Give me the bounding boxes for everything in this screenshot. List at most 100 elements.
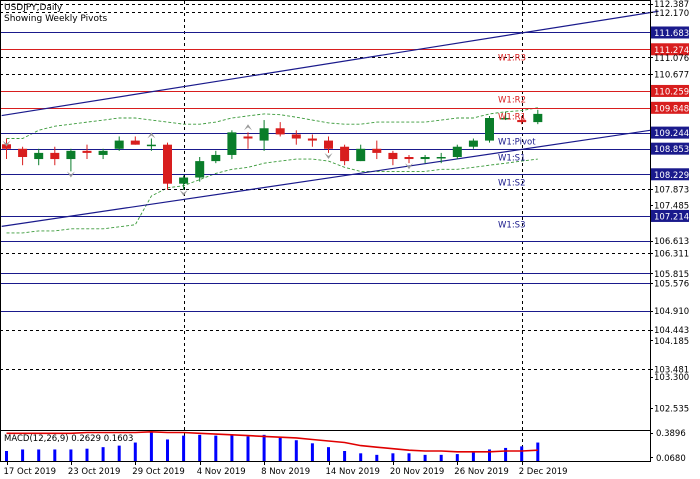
- price-tick[interactable]: 104.443: [650, 326, 689, 336]
- price-tick[interactable]: 112.170: [650, 9, 689, 19]
- candle: [130, 136, 140, 145]
- candle: [452, 144, 462, 160]
- price-tick[interactable]: 110.259: [650, 84, 689, 98]
- time-tick-label[interactable]: 8 Nov 2019: [261, 467, 310, 477]
- price-tick[interactable]: 105.815: [650, 270, 689, 280]
- chart-subtitle: Showing Weekly Pivots: [4, 14, 108, 24]
- price-tick[interactable]: 104.185: [650, 337, 689, 347]
- time-tick-label[interactable]: 29 Oct 2019: [132, 467, 185, 477]
- price-label-box: [651, 43, 689, 56]
- macd-tick-label[interactable]: 0.0680: [656, 454, 686, 464]
- price-tick[interactable]: 106.311: [650, 250, 689, 260]
- macd-histogram-bar: [166, 439, 169, 461]
- candle: [259, 120, 269, 151]
- price-label: 104.185: [654, 337, 689, 347]
- macd-histogram-bar: [359, 453, 363, 461]
- candle-body: [259, 128, 269, 141]
- candle: [179, 175, 189, 190]
- pivot-label: W1:R2: [498, 96, 526, 106]
- price-tick[interactable]: 107.873: [650, 185, 689, 195]
- candle-body: [163, 144, 172, 184]
- price-tick[interactable]: 109.848: [650, 101, 689, 115]
- macd-histogram-bar: [182, 435, 186, 461]
- candle-body: [404, 157, 414, 160]
- price-tick[interactable]: 112.387: [650, 0, 689, 10]
- time-tick-label[interactable]: 14 Nov 2019: [326, 467, 380, 477]
- time-tick-label[interactable]: 20 Nov 2019: [390, 467, 444, 477]
- price-label: 111.076: [654, 54, 689, 64]
- macd-histogram-bar: [278, 437, 282, 461]
- macd-histogram-bar: [391, 453, 395, 461]
- price-label: 111.274: [654, 46, 689, 56]
- macd-histogram-bar: [101, 447, 105, 461]
- candle-body: [501, 118, 511, 120]
- candle-body: [211, 154, 221, 162]
- price-label: 107.214: [654, 212, 689, 222]
- candle-body: [517, 120, 527, 123]
- price-tick[interactable]: 109.244: [650, 126, 689, 139]
- price-tick[interactable]: 111.683: [650, 26, 689, 39]
- macd-histogram-bar: [53, 449, 57, 461]
- price-label: 103.300: [654, 373, 689, 383]
- macd-histogram-bar: [198, 434, 202, 461]
- price-label: 104.443: [654, 326, 689, 336]
- price-label: 109.848: [654, 104, 689, 114]
- macd-histogram-bar: [246, 436, 250, 461]
- macd-histogram-bar: [455, 454, 459, 461]
- macd-histogram-bar: [69, 449, 73, 461]
- fractal-markers: [2, 124, 413, 196]
- macd-tick-label[interactable]: 0.3896: [656, 429, 686, 439]
- macd-histogram-bar: [504, 447, 508, 461]
- candle: [66, 148, 76, 172]
- candle-body: [452, 146, 462, 157]
- candle-body: [243, 136, 253, 139]
- pivot-label: W1:R3: [498, 54, 526, 64]
- price-label: 105.576: [654, 280, 689, 290]
- price-tick[interactable]: 103.300: [650, 373, 689, 383]
- macd-histogram-bar: [37, 449, 41, 461]
- price-tick[interactable]: 108.853: [650, 142, 689, 156]
- price-tick[interactable]: 102.535: [650, 405, 689, 415]
- time-tick-label[interactable]: 17 Oct 2019: [4, 467, 57, 477]
- macd-histogram-bar: [536, 442, 540, 461]
- upper-band: [6, 107, 538, 139]
- macd-histogram-bar: [310, 443, 314, 461]
- time-tick-label[interactable]: 2 Dec 2019: [519, 467, 568, 477]
- price-tick[interactable]: 107.485: [650, 201, 689, 211]
- price-label: 109.244: [654, 129, 689, 139]
- candle: [468, 138, 478, 149]
- price-label: 107.873: [654, 185, 689, 195]
- macd-histogram-bar: [262, 434, 266, 461]
- candle-body: [275, 128, 285, 135]
- price-tick[interactable]: 105.576: [650, 280, 689, 290]
- fractal-arrow-icon: [2, 140, 11, 147]
- candle: [372, 140, 382, 160]
- candle: [420, 154, 430, 164]
- price-tick[interactable]: 103.481: [650, 366, 689, 376]
- candle: [146, 138, 156, 151]
- price-tick[interactable]: 110.677: [650, 70, 689, 80]
- candle-body: [388, 152, 398, 160]
- candle: [50, 146, 60, 166]
- price-label-box: [651, 126, 689, 139]
- price-tick[interactable]: 106.613: [650, 237, 689, 247]
- price-tick[interactable]: 111.076: [650, 54, 689, 64]
- candle: [211, 150, 221, 164]
- price-tick[interactable]: 107.214: [650, 209, 689, 223]
- fractal-arrow-icon: [66, 171, 75, 178]
- time-tick-label[interactable]: 23 Oct 2019: [68, 467, 121, 477]
- time-tick-label[interactable]: 26 Nov 2019: [454, 467, 508, 477]
- candle: [404, 154, 414, 164]
- macd-histogram-bar: [407, 453, 411, 461]
- candle-body: [307, 138, 317, 141]
- macd-histogram-bar: [488, 449, 491, 461]
- price-tick[interactable]: 108.229: [650, 168, 689, 181]
- time-tick-label[interactable]: 4 Nov 2019: [197, 467, 246, 477]
- price-label: 112.170: [654, 9, 689, 19]
- time-axis[interactable]: 17 Oct 2019 23 Oct 2019 29 Oct 2019 4 Nov 2…: [4, 461, 568, 477]
- price-tick[interactable]: 111.274: [650, 43, 689, 56]
- price-tick[interactable]: 104.910: [650, 307, 689, 317]
